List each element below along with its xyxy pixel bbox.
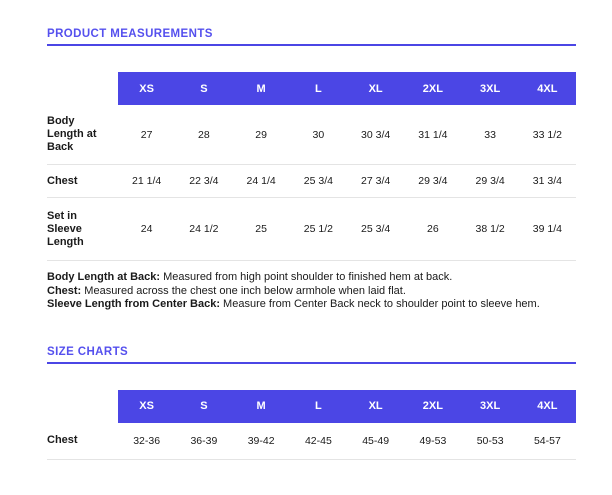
note-term: Sleeve Length from Center Back:	[47, 298, 220, 310]
measurement-note: Chest: Measured across the chest one inc…	[47, 285, 576, 299]
table-row-body-length: Body Length at Back 27 28 29 30 30 3/4 3…	[47, 105, 576, 165]
measurement-cell: 25 1/2	[303, 223, 333, 235]
size-header-bar: XS S M L XL 2XL 3XL 4XL	[118, 72, 576, 105]
size-column-header-xs: XS	[139, 82, 154, 95]
measurement-cell: 25 3/4	[361, 223, 391, 235]
size-column-header-s: S	[200, 400, 208, 412]
table-header-row: XS S M L XL 2XL 3XL 4XL	[47, 389, 576, 423]
size-charts-section-header: SIZE CHARTS	[47, 312, 576, 364]
size-column-header-3xl: 3XL	[480, 400, 501, 412]
note-text: Measured from high point shoulder to fin…	[160, 271, 453, 283]
section-divider	[47, 44, 576, 46]
size-range-cell: 49-53	[419, 434, 447, 447]
product-measurements-section-header: PRODUCT MEASUREMENTS	[47, 0, 576, 46]
measurement-cell: 26	[427, 223, 439, 235]
measurement-cell: 29	[255, 128, 267, 141]
size-column-header-l: L	[315, 400, 322, 412]
measurement-cell: 25	[255, 223, 267, 235]
size-range-cell: 45-49	[362, 434, 390, 447]
size-range-cell: 36-39	[190, 434, 218, 447]
measurement-cell: 29 3/4	[418, 175, 448, 187]
measurement-cell: 22 3/4	[189, 175, 219, 187]
measurement-note: Sleeve Length from Center Back: Measure …	[47, 298, 576, 312]
measurement-cell: 28	[198, 128, 210, 141]
size-column-header-4xl: 4XL	[537, 82, 558, 95]
measurement-cell: 33 1/2	[532, 128, 562, 141]
measurement-cell: 25 3/4	[303, 175, 333, 187]
measurement-cell: 30 3/4	[361, 128, 391, 141]
measurement-cell: 39 1/4	[532, 223, 562, 235]
measurement-cell: 31 1/4	[418, 128, 448, 141]
note-term: Body Length at Back:	[47, 271, 161, 283]
row-label: Body Length at Back	[47, 115, 97, 153]
row-label: Chest	[47, 174, 78, 187]
section-title-product-measurements: PRODUCT MEASUREMENTS	[47, 28, 213, 40]
header-spacer	[47, 390, 118, 423]
page-content: PRODUCT MEASUREMENTS XS S M L XL 2XL 3XL…	[47, 0, 576, 460]
table-row-chest: Chest 21 1/4 22 3/4 24 1/4 25 3/4 27 3/4…	[47, 165, 576, 198]
size-column-header-xs: XS	[139, 400, 154, 412]
table-row-chest-sizes: Chest 32-36 36-39 39-42 42-45 45-49 49-5…	[47, 423, 576, 460]
row-label: Chest	[47, 434, 78, 446]
header-spacer	[47, 72, 118, 105]
measurement-notes: Body Length at Back: Measured from high …	[47, 271, 576, 312]
measurement-cell: 29 3/4	[475, 175, 505, 187]
size-column-header-xl: XL	[368, 400, 383, 412]
measurement-cell: 30	[312, 128, 325, 141]
size-column-header-2xl: 2XL	[422, 400, 443, 412]
size-column-header-l: L	[315, 82, 322, 95]
product-measurements-table: XS S M L XL 2XL 3XL 4XL Body Length at B…	[47, 72, 576, 261]
measurement-cell: 24	[140, 223, 153, 235]
table-row-sleeve-length: Set in Sleeve Length 24 24 1/2 25 25 1/2…	[47, 198, 576, 261]
note-text: Measured across the chest one inch below…	[81, 284, 406, 297]
size-column-header-4xl: 4XL	[537, 400, 558, 412]
size-charts-table: XS S M L XL 2XL 3XL 4XL Chest 32-36 36-3…	[47, 389, 576, 460]
section-title-size-charts: SIZE CHARTS	[47, 345, 129, 358]
size-header-bar: XS S M L XL 2XL 3XL 4XL	[118, 389, 576, 423]
size-column-header-xl: XL	[368, 82, 383, 95]
size-column-header-m: M	[256, 82, 266, 95]
measurement-cell: 38 1/2	[475, 223, 505, 235]
size-column-header-3xl: 3XL	[480, 82, 501, 95]
row-label: Set in Sleeve Length	[47, 209, 84, 248]
note-text: Measure from Center Back neck to shoulde…	[220, 298, 540, 310]
measurement-note: Body Length at Back: Measured from high …	[47, 271, 576, 285]
size-range-cell: 32-36	[133, 434, 161, 447]
size-column-header-2xl: 2XL	[422, 82, 443, 95]
table-header-row: XS S M L XL 2XL 3XL 4XL	[47, 72, 576, 105]
size-range-cell: 39-42	[247, 434, 275, 447]
size-column-header-s: S	[200, 82, 208, 95]
size-range-cell: 42-45	[304, 434, 332, 447]
size-range-cell: 54-57	[533, 434, 561, 447]
size-range-cell: 50-53	[476, 434, 504, 447]
measurement-cell: 33	[484, 128, 496, 141]
measurement-cell: 27	[140, 128, 153, 141]
measurement-cell: 24 1/4	[246, 175, 276, 187]
note-term: Chest:	[47, 284, 82, 297]
measurement-cell: 24 1/2	[189, 223, 219, 235]
measurement-cell: 27 3/4	[361, 175, 391, 187]
measurement-cell: 31 3/4	[532, 175, 562, 187]
measurement-cell: 21 1/4	[132, 175, 162, 187]
size-column-header-m: M	[256, 400, 266, 412]
section-divider	[47, 361, 576, 364]
